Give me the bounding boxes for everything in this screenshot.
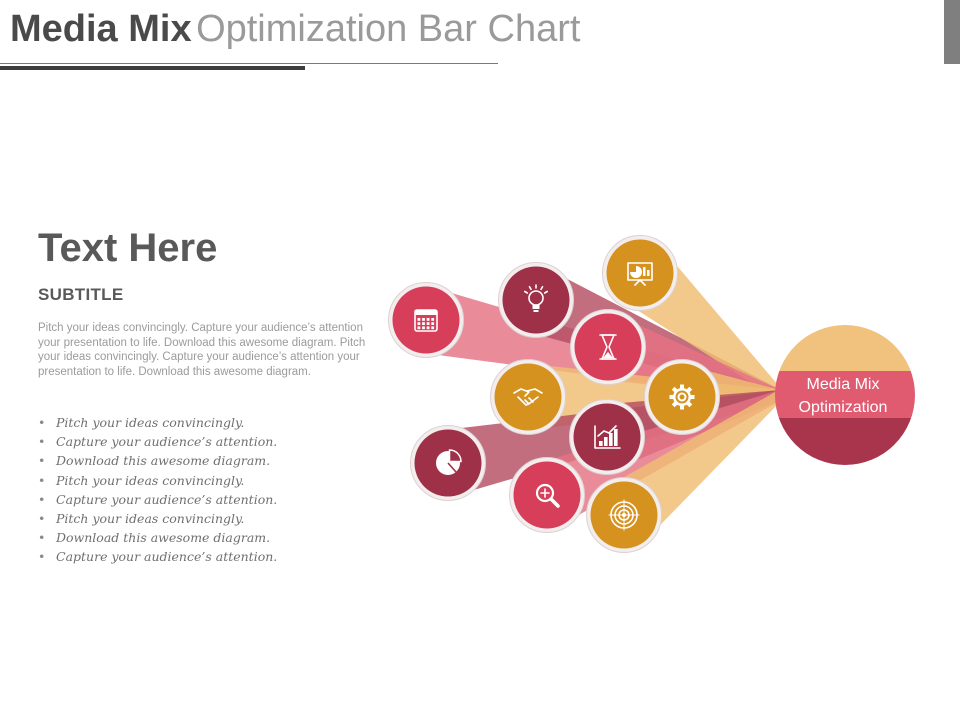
- node-hourglass: [570, 309, 646, 385]
- node-presentation-chart: [602, 235, 678, 311]
- bullet-item: • Capture your audience’s attention.: [38, 491, 278, 507]
- title-light: Optimization Bar Chart: [196, 8, 581, 50]
- node-magnifier: [509, 457, 585, 533]
- bullet-item: • Download this awesome diagram.: [38, 453, 271, 469]
- magnifier-icon: [535, 483, 560, 508]
- bullet-item: • Pitch your ideas convincingly.: [38, 511, 245, 527]
- node-gear: [644, 359, 720, 435]
- hub-circle: Media Mix Optimization: [775, 325, 915, 465]
- title-bold: Media Mix: [10, 8, 192, 50]
- nodes-layer: [388, 235, 720, 553]
- node-bar-chart: [569, 399, 645, 475]
- title-underline-thick: [0, 66, 305, 70]
- bullet-list: • Pitch your ideas convincingly. • Capture…: [38, 413, 277, 567]
- node-calendar: [388, 282, 464, 358]
- corner-accent-bar: [944, 0, 960, 64]
- calendar-icon: [414, 309, 438, 332]
- text-subtitle: SUBTITLE: [38, 285, 124, 304]
- node-target: [586, 477, 662, 553]
- gear-icon: [669, 384, 695, 410]
- node-handshake: [490, 359, 566, 435]
- lightbulb-icon: [523, 284, 549, 312]
- pie-chart-icon: [436, 449, 462, 475]
- bullet-item: • Capture your audience’s attention.: [38, 434, 278, 450]
- presentation-chart-icon: [627, 262, 653, 286]
- hourglass-icon: [599, 334, 617, 360]
- node-pie-chart: [410, 425, 486, 501]
- hub-label-line1: Media Mix: [807, 376, 880, 393]
- media-mix-diagram: Media Mix Optimization: [388, 235, 915, 553]
- bar-chart-icon: [594, 425, 621, 449]
- handshake-icon: [513, 388, 543, 406]
- page-title: Media Mix Optimization Bar Chart: [10, 8, 580, 51]
- bullet-item: • Download this awesome diagram.: [38, 530, 271, 546]
- node-lightbulb: [498, 262, 574, 338]
- target-icon: [608, 499, 640, 531]
- bullet-item: • Pitch your ideas convincingly.: [38, 472, 245, 488]
- title-underline-thin: [0, 63, 498, 64]
- bullet-item: • Pitch your ideas convincingly.: [38, 415, 245, 430]
- text-paragraph: Pitch your ideas convincingly. Capture y…: [38, 322, 366, 378]
- bullet-item: • Capture your audience’s attention.: [38, 549, 278, 565]
- text-heading: Text Here: [38, 226, 218, 270]
- hub-label-line2: Optimization: [799, 399, 888, 416]
